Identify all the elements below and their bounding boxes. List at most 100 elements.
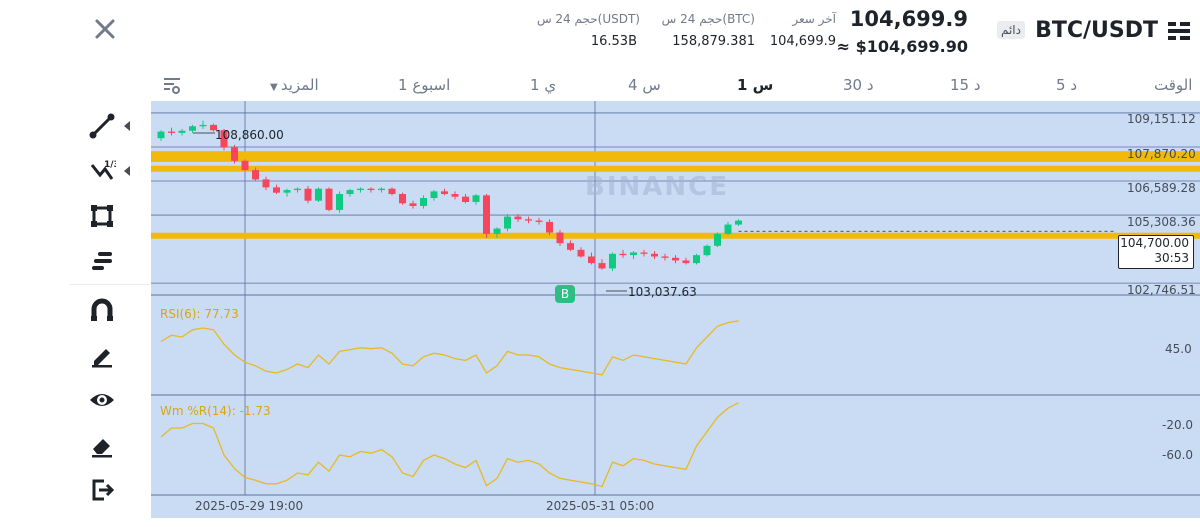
candle-body [493,228,501,234]
horizontal-level-line [151,155,1200,162]
candle-body [378,188,385,191]
expand-arrow-icon[interactable] [124,121,130,131]
candle-body [294,188,301,191]
low-price-marker: 103,037.63 [628,285,697,299]
eraser-tool[interactable] [88,431,116,459]
volume-btc-value: 158,879.381 [672,34,755,49]
pencil-tool[interactable] [88,341,116,369]
time-axis-label: 2025-05-31 05:00 [546,499,655,513]
wr-axis-label: -20.0 [1162,418,1194,432]
exit-icon [92,479,115,501]
candle-body [588,256,595,264]
price-axis-label: 107,870.20 [1127,147,1196,161]
tab-15m[interactable]: 15 د [950,76,981,94]
candle-body [672,257,679,261]
more-timeframes-button[interactable]: ▼ المزيد [270,76,319,94]
candle-countdown: 30:53 [1154,251,1189,265]
candle-body [693,255,700,264]
fibonacci-icon: 1/3 [90,160,120,180]
candle-body [210,124,217,131]
candle-body [409,203,417,206]
expand-arrow-icon[interactable] [124,166,130,176]
candle-body [451,194,459,197]
text-format-tool[interactable] [88,247,116,275]
candle-body [630,252,637,256]
candle-body [661,256,669,258]
watermark: BINANCE [585,172,729,202]
current-price-tag: 104,700.00 30:53 [1118,235,1194,269]
candle-body [567,243,574,250]
candle-body [514,216,522,220]
tab-1h[interactable]: 1 س [737,76,774,94]
price-axis-label: 102,746.51 [1127,283,1196,297]
high-price-marker: 108,860.00 [215,128,284,142]
volume-btc-label: حجم 24 س(BTC) [661,12,755,26]
tab-30m[interactable]: 30 د [843,76,874,94]
time-axis-label: 2025-05-29 19:00 [195,499,304,513]
candle-body [304,188,312,201]
candle-body [703,245,711,256]
candle-body [262,179,270,188]
buy-signal-marker[interactable]: B [555,285,575,303]
close-icon [95,19,115,39]
indicator-settings-button[interactable] [160,73,184,101]
candle-body [577,249,585,257]
candle-body [535,220,543,222]
candle-body [504,216,511,229]
candle-body [336,194,343,210]
eraser-icon [92,439,112,458]
candle-body [462,196,469,202]
volume-usdt-label: حجم 24 س(USDT) [536,12,640,26]
rectangle-icon [91,205,113,227]
magnet-tool[interactable] [88,296,116,324]
contract-type-badge: دائم [996,21,1025,39]
exit-tool[interactable] [88,476,116,504]
chart-canvas[interactable] [151,101,1200,518]
candle-body [483,195,490,234]
trend-line-tool[interactable] [88,112,116,140]
price-axis-label: 109,151.12 [1127,112,1196,126]
rsi-label: RSI(6): 77.73 [160,307,239,321]
candle-body [556,232,564,244]
horizontal-level-line [151,165,1200,172]
candle-body [178,130,186,133]
candle-body [609,253,616,269]
tab-4h[interactable]: 4 س [628,76,661,94]
candle-body [640,252,648,254]
candle-body [735,220,742,225]
toolbar-divider [70,284,150,285]
candle-body [273,187,280,193]
volume-usdt-value: 16.53B [590,34,637,49]
chart-area[interactable] [151,101,1200,518]
rectangle-tool[interactable] [88,202,116,230]
tab-5m[interactable]: 5 د [1056,76,1077,94]
last-price-usd: ≈ $104,699.90 [836,37,968,56]
fibonacci-tool[interactable]: 1/3 [88,157,120,185]
horizontal-level-line [151,232,1200,239]
tab-time[interactable]: الوقت [1154,76,1193,94]
pair-title[interactable]: BTC/USDT [1035,18,1158,43]
visibility-tool[interactable] [88,386,116,414]
wr-axis-label: -60.0 [1162,448,1194,462]
rsi-line [160,320,739,376]
candle-body [525,219,532,221]
current-price-value: 104,700.00 [1120,236,1189,250]
candle-body [367,188,375,191]
candle-body [430,191,438,198]
text-format-icon [92,252,112,270]
candle-body [682,260,690,264]
candle-body [472,195,480,202]
tab-1w[interactable]: 1 اسبوع [398,76,451,94]
candle-body [283,190,291,193]
candle-body [241,160,249,171]
candle-body [546,221,553,233]
close-button[interactable] [92,16,118,42]
candle-body [315,188,322,201]
candle-body [168,131,175,133]
candle-body [231,147,238,161]
tab-1d[interactable]: 1 ي [530,76,557,94]
candle-body [724,224,732,234]
candle-body [714,233,721,246]
candle-body [357,188,364,191]
pair-menu-icon[interactable] [1166,18,1192,48]
